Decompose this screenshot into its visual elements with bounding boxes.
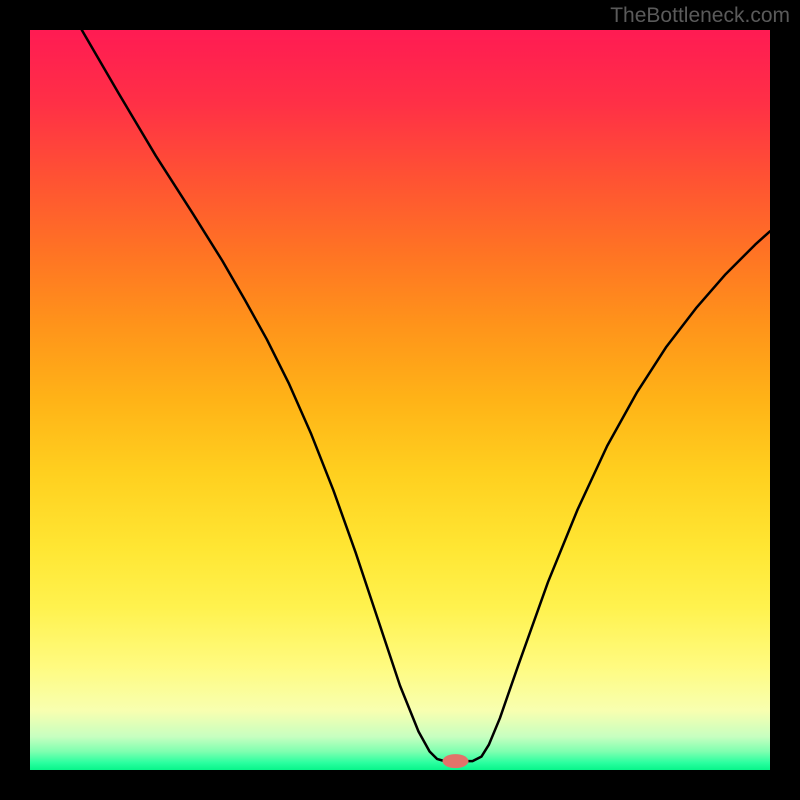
chart-plot-area [30,30,770,770]
watermark-text: TheBottleneck.com [610,4,790,28]
bottleneck-chart [30,30,770,770]
optimal-marker [443,754,469,768]
chart-background [30,30,770,770]
